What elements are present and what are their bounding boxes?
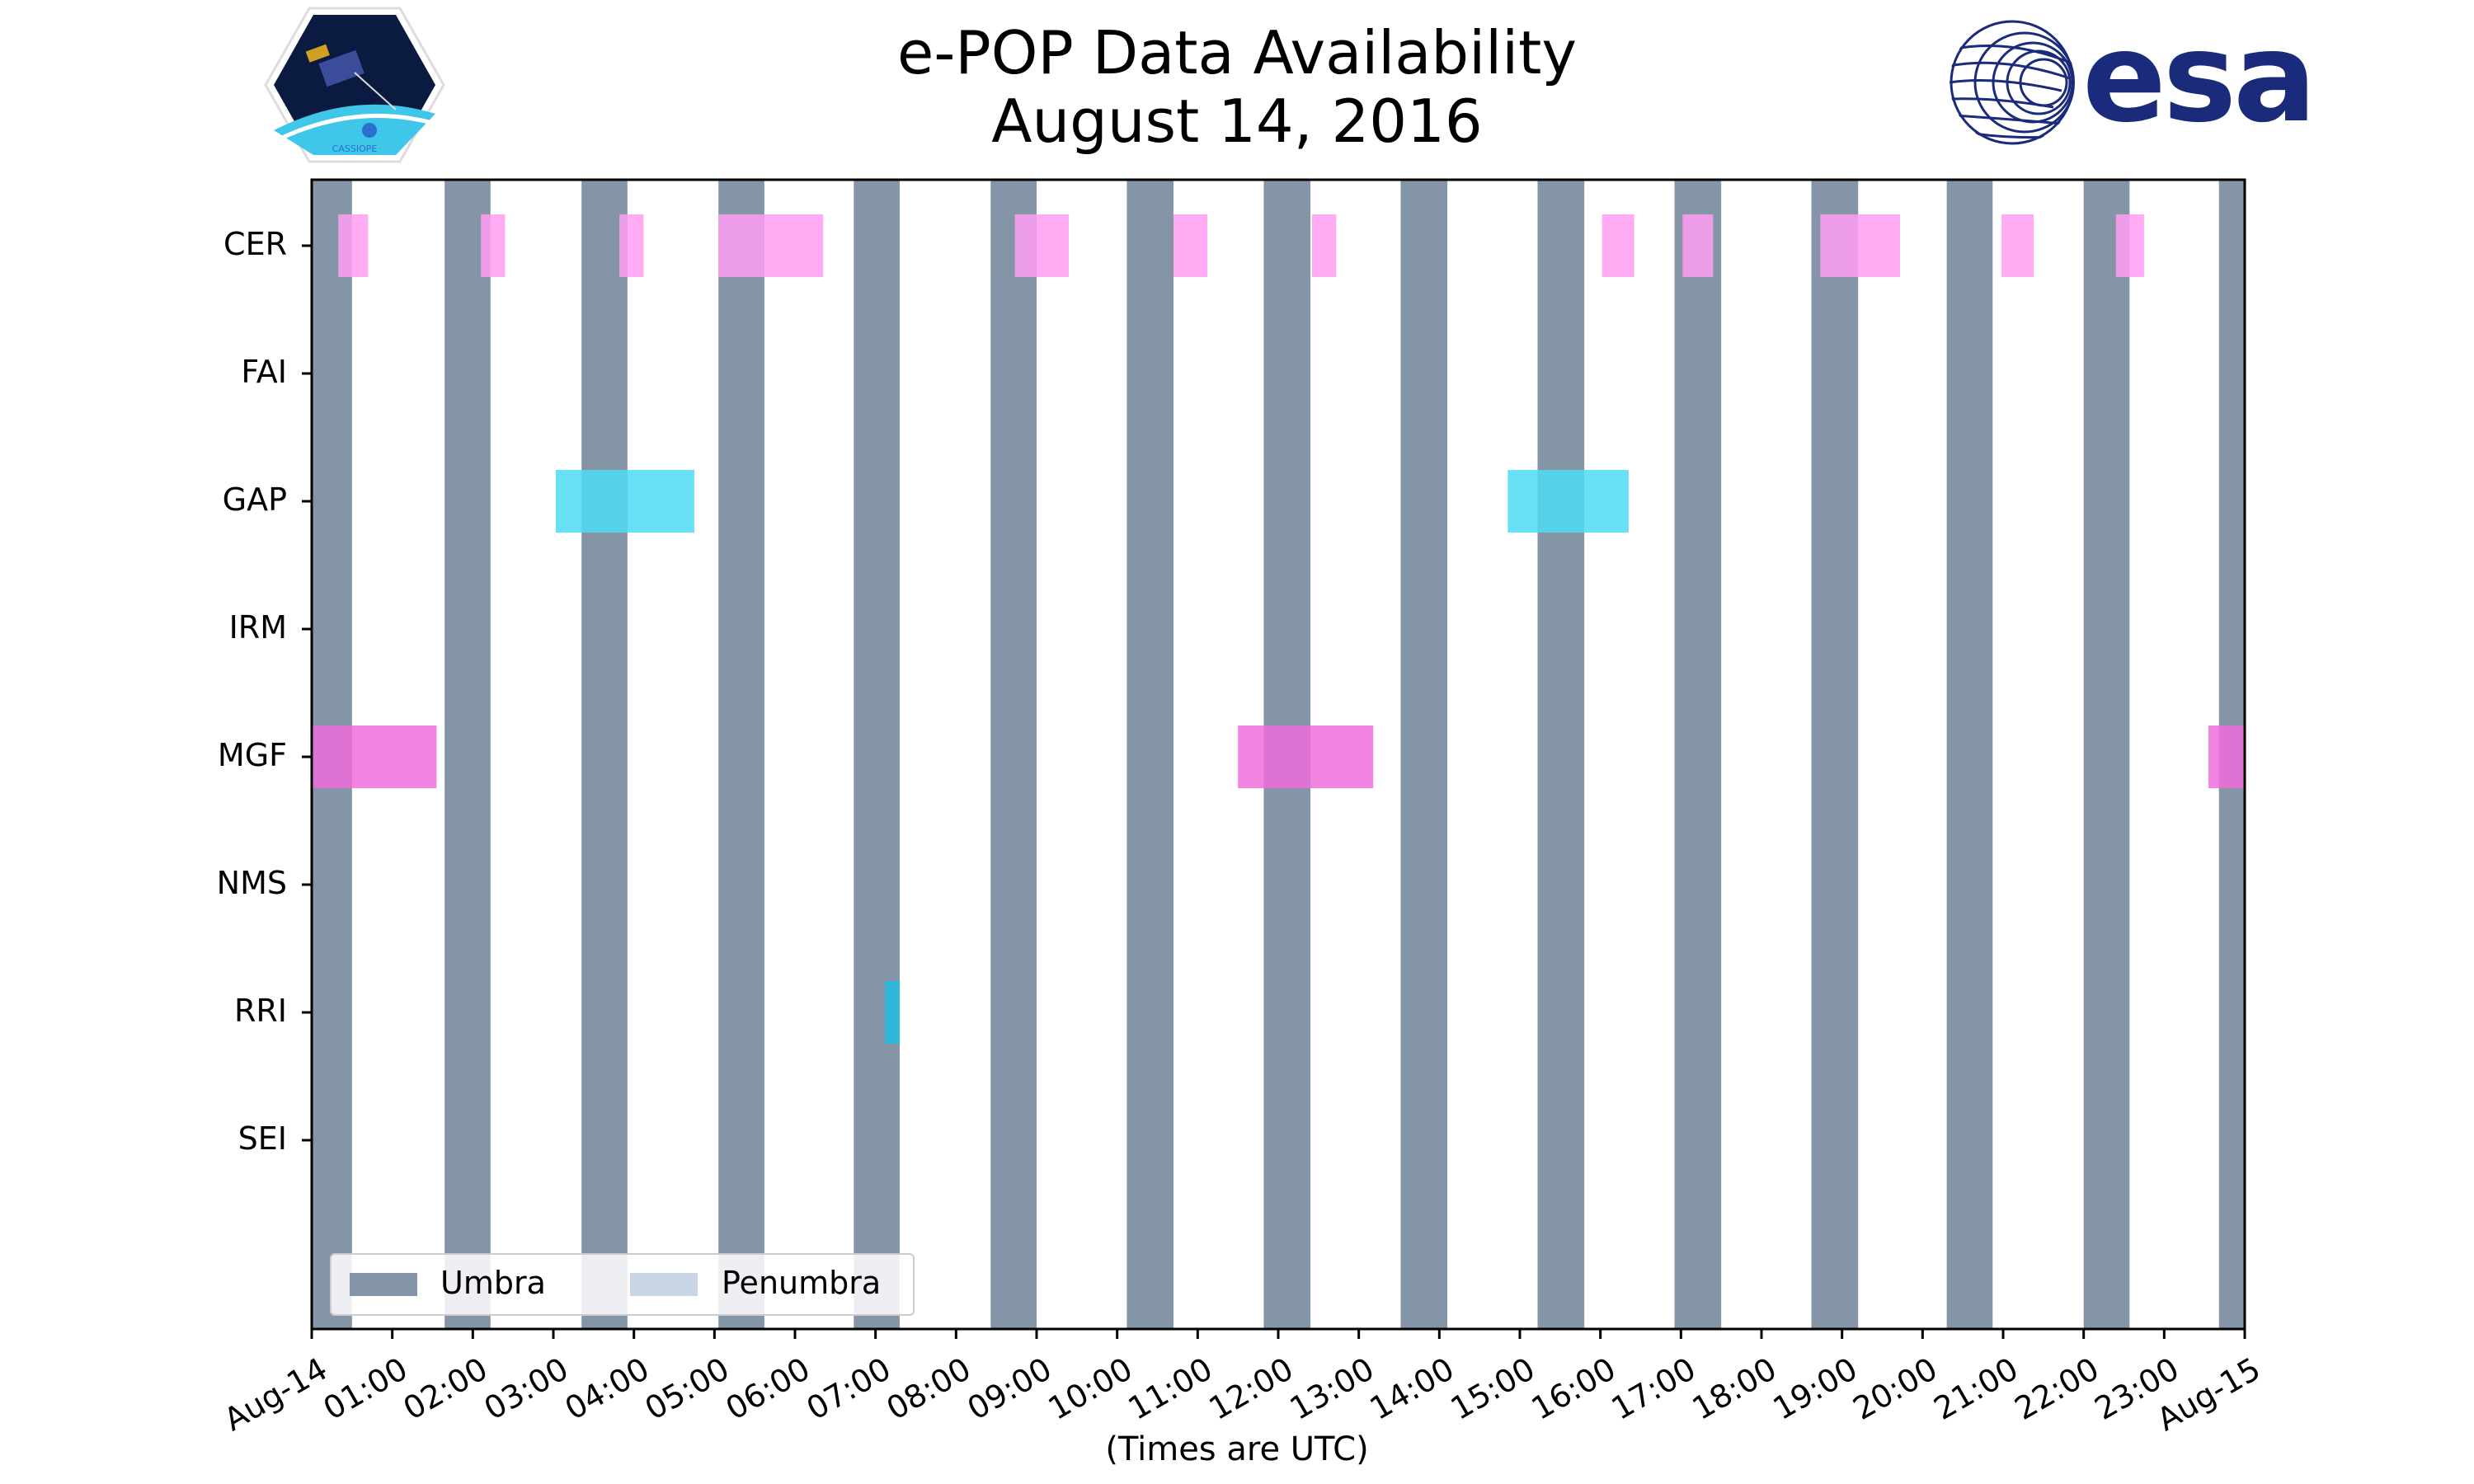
chart-legend: Umbra Penumbra	[330, 1253, 915, 1316]
legend-swatch-umbra	[350, 1273, 417, 1296]
bar-cer-12	[2115, 214, 2144, 277]
umbra-band-10	[1537, 180, 1585, 1329]
x-axis-title: (Times are UTC)	[1105, 1430, 1369, 1468]
bar-rri-1	[885, 981, 900, 1044]
bar-mgf-1	[312, 726, 437, 788]
bar-mgf-2	[1238, 726, 1374, 788]
umbra-band-3	[581, 180, 628, 1329]
y-tick-label-mgf: MGF	[217, 737, 287, 773]
chart-title-line-1: e-POP Data Availability	[897, 18, 1577, 87]
umbra-band-14	[2083, 180, 2130, 1329]
bar-gap-2	[1507, 470, 1629, 533]
bar-cer-3	[619, 214, 644, 277]
esa-logo-globe-icon	[1950, 20, 2075, 145]
chart-title-line-2: August 14, 2016	[991, 87, 1483, 156]
bar-cer-2	[481, 214, 506, 277]
bar-cer-9	[1682, 214, 1714, 277]
y-tick-label-fai: FAI	[241, 354, 287, 390]
legend-swatch-penumbra	[630, 1273, 698, 1296]
y-tick-label-rri: RRI	[233, 993, 287, 1029]
bar-mgf-3	[2208, 726, 2245, 788]
umbra-band-2	[444, 180, 491, 1329]
umbra-band-12	[1811, 180, 1859, 1329]
bar-cer-6	[1174, 214, 1208, 277]
umbra-band-7	[1126, 180, 1174, 1329]
y-tick-label-irm: IRM	[228, 609, 287, 646]
bar-cer-10	[1820, 214, 1900, 277]
bar-cer-8	[1602, 214, 1634, 277]
bar-gap-1	[555, 470, 694, 533]
y-tick-label-nms: NMS	[216, 865, 287, 901]
y-tick-label-gap: GAP	[222, 481, 287, 518]
bar-cer-1	[338, 214, 369, 277]
umbra-band-11	[1674, 180, 1722, 1329]
bar-cer-4	[718, 214, 824, 277]
cassiope-logo-caption: CASSIOPE	[332, 143, 378, 154]
y-tick-label-sei: SEI	[238, 1120, 287, 1157]
cassiope-mission-logo: CASSIOPE	[264, 7, 445, 163]
umbra-band-9	[1400, 180, 1448, 1329]
esa-logo-text: esa	[2082, 7, 2316, 150]
umbra-band-5	[854, 180, 900, 1329]
y-tick-label-cer: CER	[223, 226, 287, 262]
legend-label-penumbra: Penumbra	[722, 1265, 882, 1301]
legend-label-umbra: Umbra	[440, 1265, 546, 1301]
bar-cer-5	[1014, 214, 1070, 277]
bar-cer-7	[1312, 214, 1337, 277]
umbra-band-4	[718, 180, 764, 1329]
bar-cer-11	[2001, 214, 2034, 277]
umbra-band-13	[1946, 180, 1993, 1329]
umbra-band-6	[990, 180, 1037, 1329]
